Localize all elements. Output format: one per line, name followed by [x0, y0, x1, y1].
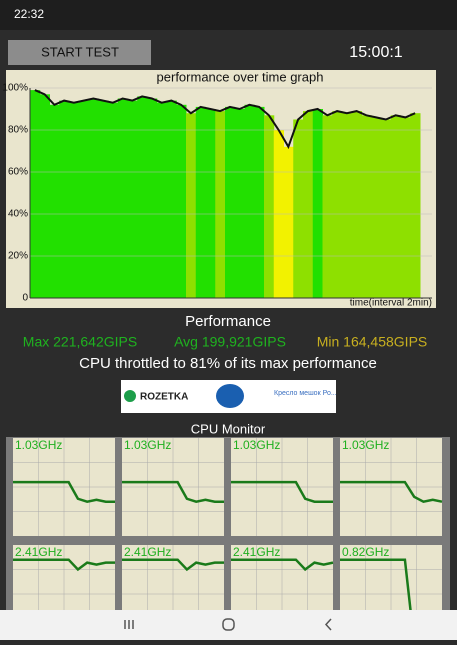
perf-bar	[283, 146, 294, 298]
perf-bar	[332, 111, 343, 298]
perf-bar	[390, 115, 401, 298]
perf-bar	[205, 109, 216, 298]
timer: 15:00:1	[349, 44, 402, 61]
perf-bar	[351, 111, 362, 298]
core-line	[122, 480, 224, 503]
core-line	[122, 558, 224, 572]
perf-bar	[381, 119, 392, 298]
perf-bar	[166, 100, 177, 298]
start-button-label[interactable]: START TEST	[41, 44, 119, 59]
throttle-text: CPU throttled to 81% of its max performa…	[79, 355, 377, 372]
perf-bar	[117, 98, 128, 298]
perf-bar	[147, 98, 158, 298]
x-axis-label: time(interval 2min)	[350, 298, 432, 309]
core-line	[231, 558, 334, 572]
perf-bar	[69, 102, 80, 298]
perf-bar	[78, 100, 89, 298]
perf-bar	[137, 96, 148, 299]
start-button[interactable]	[8, 40, 151, 65]
perf-bar	[88, 98, 99, 298]
perf-bar	[244, 104, 255, 298]
status-bar	[0, 0, 457, 30]
core-line	[13, 480, 115, 503]
perf-bar	[156, 102, 167, 298]
perf-bar	[215, 111, 226, 298]
core-freq: 1.03GHz	[233, 438, 280, 452]
perf-bar	[30, 90, 41, 298]
cpu-monitor-title: CPU Monitor	[191, 421, 266, 436]
perf-bar	[254, 106, 265, 299]
core-freq: 2.41GHz	[15, 545, 62, 559]
perf-bar	[371, 117, 382, 299]
max-stat: Max 221,642GIPS	[23, 334, 137, 350]
core-freq: 1.03GHz	[342, 438, 389, 452]
graph-title: performance over time graph	[157, 69, 324, 84]
nav-back[interactable]	[324, 618, 332, 631]
perf-bar	[98, 100, 109, 298]
perf-bar	[264, 115, 275, 298]
perf-line	[34, 89, 416, 150]
y-tick-label: 80%	[8, 125, 28, 136]
core-freq: 1.03GHz	[15, 438, 62, 452]
perf-bar	[234, 109, 245, 298]
ad-text: Кресло мешок Ро...	[274, 390, 337, 397]
perf-bar	[49, 104, 60, 298]
core-line	[231, 480, 333, 503]
perf-bar	[303, 111, 314, 298]
perf-bar	[59, 100, 70, 298]
nav-recent[interactable]	[124, 620, 134, 629]
nav-bar	[0, 610, 457, 640]
perf-bar	[410, 113, 421, 298]
clock: 22:32	[14, 7, 44, 21]
y-tick-label: 100%	[2, 83, 28, 94]
perf-bar	[186, 113, 197, 298]
y-tick-label: 60%	[8, 167, 28, 178]
perf-bar	[225, 106, 236, 299]
avg-stat: Avg 199,921GIPS	[174, 334, 286, 350]
y-tick-label: 20%	[8, 251, 28, 262]
perf-bar	[127, 100, 138, 298]
core-freq: 1.03GHz	[124, 438, 171, 452]
perf-bar	[400, 117, 411, 299]
perf-bar	[293, 119, 304, 298]
core-freq: 2.41GHz	[233, 545, 280, 559]
perf-bar	[108, 102, 119, 298]
perf-bar	[322, 115, 333, 298]
perf-bar	[312, 109, 323, 298]
performance-title: Performance	[185, 313, 271, 330]
core-line	[13, 558, 115, 572]
core-freq: 2.41GHz	[124, 545, 171, 559]
ad-brand: ROZETKA	[140, 392, 188, 403]
core-freq: 0.82GHz	[342, 545, 389, 559]
ad-logo	[124, 390, 136, 402]
perf-bar	[361, 115, 372, 298]
core-line	[340, 480, 443, 504]
y-tick-label: 40%	[8, 209, 28, 220]
perf-bar	[176, 104, 187, 298]
perf-bar	[342, 113, 353, 298]
perf-bar	[195, 106, 206, 299]
y-tick-label: 0	[22, 293, 28, 304]
perf-bar	[39, 94, 50, 298]
nav-home[interactable]	[222, 618, 235, 631]
min-stat: Min 164,458GIPS	[317, 334, 428, 350]
ad-image	[216, 384, 244, 408]
